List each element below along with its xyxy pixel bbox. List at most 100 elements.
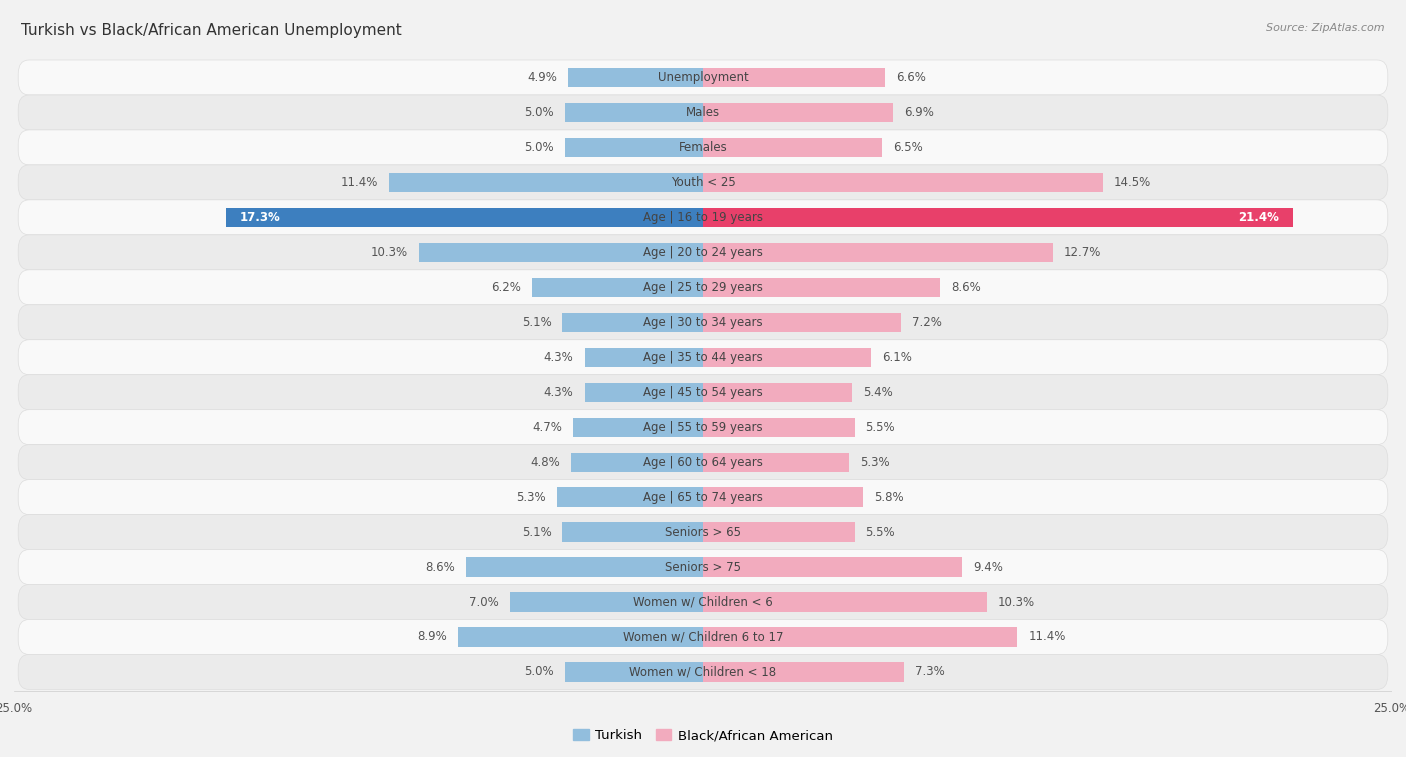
Legend: Turkish, Black/African American: Turkish, Black/African American [568, 724, 838, 748]
FancyBboxPatch shape [18, 584, 1388, 619]
Text: 5.5%: 5.5% [866, 421, 896, 434]
Text: 6.1%: 6.1% [882, 350, 912, 363]
Bar [389, 173, 703, 192]
Text: 5.3%: 5.3% [860, 456, 890, 469]
Text: 8.6%: 8.6% [425, 560, 456, 574]
Bar [703, 313, 901, 332]
Bar [703, 382, 852, 402]
Text: 7.0%: 7.0% [470, 596, 499, 609]
Bar [226, 207, 703, 227]
Text: Women w/ Children < 6: Women w/ Children < 6 [633, 596, 773, 609]
Text: 5.3%: 5.3% [516, 491, 546, 503]
FancyBboxPatch shape [18, 200, 1388, 235]
Text: Youth < 25: Youth < 25 [671, 176, 735, 189]
Text: 6.6%: 6.6% [896, 71, 925, 84]
Bar [574, 418, 703, 437]
FancyBboxPatch shape [18, 550, 1388, 584]
Text: Age | 65 to 74 years: Age | 65 to 74 years [643, 491, 763, 503]
Bar [703, 453, 849, 472]
Text: 5.0%: 5.0% [524, 665, 554, 678]
Bar [703, 488, 863, 506]
FancyBboxPatch shape [18, 480, 1388, 515]
Text: 5.8%: 5.8% [875, 491, 904, 503]
FancyBboxPatch shape [18, 444, 1388, 480]
Bar [565, 662, 703, 681]
Text: 7.2%: 7.2% [912, 316, 942, 329]
Text: 5.0%: 5.0% [524, 141, 554, 154]
Bar [703, 207, 1292, 227]
Bar [703, 593, 987, 612]
FancyBboxPatch shape [18, 340, 1388, 375]
Text: 9.4%: 9.4% [973, 560, 1002, 574]
Text: 11.4%: 11.4% [1028, 631, 1066, 643]
Text: 4.3%: 4.3% [544, 386, 574, 399]
Text: 14.5%: 14.5% [1114, 176, 1152, 189]
Text: Males: Males [686, 106, 720, 119]
Text: 5.0%: 5.0% [524, 106, 554, 119]
Bar [562, 522, 703, 542]
Text: Seniors > 75: Seniors > 75 [665, 560, 741, 574]
Bar [703, 522, 855, 542]
Bar [531, 278, 703, 297]
Text: 10.3%: 10.3% [371, 246, 408, 259]
Text: 6.5%: 6.5% [893, 141, 922, 154]
Text: Age | 45 to 54 years: Age | 45 to 54 years [643, 386, 763, 399]
FancyBboxPatch shape [18, 95, 1388, 130]
Text: 8.9%: 8.9% [418, 631, 447, 643]
Text: Seniors > 65: Seniors > 65 [665, 525, 741, 538]
FancyBboxPatch shape [18, 305, 1388, 340]
FancyBboxPatch shape [18, 60, 1388, 95]
Bar [703, 173, 1102, 192]
Text: 21.4%: 21.4% [1239, 211, 1279, 224]
Bar [419, 243, 703, 262]
FancyBboxPatch shape [18, 235, 1388, 269]
Text: Age | 35 to 44 years: Age | 35 to 44 years [643, 350, 763, 363]
Bar [562, 313, 703, 332]
Bar [565, 103, 703, 122]
Text: Age | 30 to 34 years: Age | 30 to 34 years [643, 316, 763, 329]
Text: Age | 16 to 19 years: Age | 16 to 19 years [643, 211, 763, 224]
Bar [458, 628, 703, 646]
FancyBboxPatch shape [18, 410, 1388, 444]
FancyBboxPatch shape [18, 619, 1388, 655]
Text: 10.3%: 10.3% [998, 596, 1035, 609]
Bar [465, 557, 703, 577]
Bar [703, 138, 882, 157]
Text: 5.1%: 5.1% [522, 525, 551, 538]
Text: Turkish vs Black/African American Unemployment: Turkish vs Black/African American Unempl… [21, 23, 402, 38]
Text: 5.1%: 5.1% [522, 316, 551, 329]
Bar [557, 488, 703, 506]
FancyBboxPatch shape [18, 375, 1388, 410]
Text: Women w/ Children 6 to 17: Women w/ Children 6 to 17 [623, 631, 783, 643]
Text: Unemployment: Unemployment [658, 71, 748, 84]
Bar [571, 453, 703, 472]
Text: 5.4%: 5.4% [863, 386, 893, 399]
Text: Females: Females [679, 141, 727, 154]
FancyBboxPatch shape [18, 655, 1388, 690]
Bar [703, 628, 1017, 646]
Text: 6.9%: 6.9% [904, 106, 934, 119]
Text: Age | 60 to 64 years: Age | 60 to 64 years [643, 456, 763, 469]
Bar [565, 138, 703, 157]
Bar [585, 382, 703, 402]
FancyBboxPatch shape [18, 269, 1388, 305]
Text: 12.7%: 12.7% [1064, 246, 1101, 259]
Text: 4.3%: 4.3% [544, 350, 574, 363]
Bar [703, 557, 962, 577]
Text: 4.7%: 4.7% [533, 421, 562, 434]
Text: Age | 25 to 29 years: Age | 25 to 29 years [643, 281, 763, 294]
Text: 6.2%: 6.2% [491, 281, 522, 294]
FancyBboxPatch shape [18, 130, 1388, 165]
FancyBboxPatch shape [18, 515, 1388, 550]
Bar [703, 418, 855, 437]
Bar [568, 68, 703, 87]
Bar [703, 347, 872, 367]
Text: 5.5%: 5.5% [866, 525, 896, 538]
Text: Age | 55 to 59 years: Age | 55 to 59 years [643, 421, 763, 434]
Text: 4.8%: 4.8% [530, 456, 560, 469]
Text: 17.3%: 17.3% [240, 211, 281, 224]
Bar [585, 347, 703, 367]
Text: 11.4%: 11.4% [340, 176, 378, 189]
Bar [703, 103, 893, 122]
Text: Women w/ Children < 18: Women w/ Children < 18 [630, 665, 776, 678]
